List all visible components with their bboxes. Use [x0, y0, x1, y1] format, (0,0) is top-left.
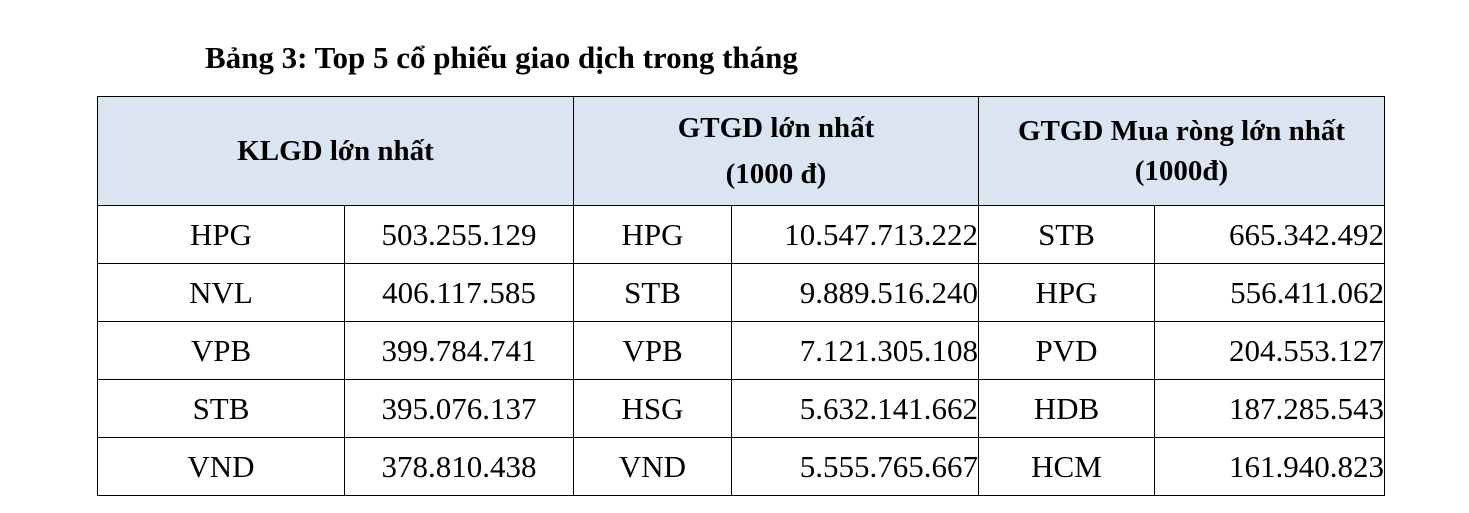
net-buy-value: 665.342.492 [1154, 205, 1385, 264]
header-gtgd: GTGD lớn nhất (1000 đ) [573, 96, 979, 206]
klgd-symbol: STB [97, 379, 345, 438]
header-gtgd-title: GTGD lớn nhất [677, 112, 875, 144]
net-buy-symbol: STB [978, 205, 1155, 264]
klgd-value: 503.255.129 [344, 205, 574, 264]
klgd-value: 406.117.585 [344, 263, 574, 322]
net-buy-symbol: HDB [978, 379, 1155, 438]
gtgd-symbol: HSG [573, 379, 732, 438]
gtgd-value: 7.121.305.108 [731, 321, 979, 380]
table-row: HPG 503.255.129 HPG 10.547.713.222 STB 6… [97, 205, 1385, 264]
table-row: NVL 406.117.585 STB 9.889.516.240 HPG 55… [97, 263, 1385, 322]
klgd-symbol: VND [97, 437, 345, 496]
klgd-value: 399.784.741 [344, 321, 574, 380]
net-buy-value: 161.940.823 [1154, 437, 1385, 496]
header-gtgd-unit: (1000 đ) [725, 158, 827, 190]
klgd-value: 395.076.137 [344, 379, 574, 438]
klgd-value: 378.810.438 [344, 437, 574, 496]
table-row: STB 395.076.137 HSG 5.632.141.662 HDB 18… [97, 379, 1385, 438]
gtgd-symbol: HPG [573, 205, 732, 264]
header-net-buy: GTGD Mua ròng lớn nhất (1000đ) [978, 96, 1385, 206]
header-klgd-title: KLGD lớn nhất [237, 135, 434, 167]
net-buy-value: 204.553.127 [1154, 321, 1385, 380]
header-net-buy-unit: (1000đ) [1134, 155, 1229, 187]
header-row: KLGD lớn nhất GTGD lớn nhất (1000 đ) GTG… [97, 96, 1385, 206]
klgd-symbol: NVL [97, 263, 345, 322]
net-buy-symbol: PVD [978, 321, 1155, 380]
table-caption: Bảng 3: Top 5 cổ phiếu giao dịch trong t… [205, 40, 798, 75]
gtgd-value: 10.547.713.222 [731, 205, 979, 264]
net-buy-symbol: HCM [978, 437, 1155, 496]
klgd-symbol: VPB [97, 321, 345, 380]
gtgd-value: 5.632.141.662 [731, 379, 979, 438]
net-buy-symbol: HPG [978, 263, 1155, 322]
klgd-symbol: HPG [97, 205, 345, 264]
header-net-buy-title: GTGD Mua ròng lớn nhất [1017, 115, 1346, 147]
gtgd-symbol: VND [573, 437, 732, 496]
header-klgd: KLGD lớn nhất [97, 96, 574, 206]
net-buy-value: 556.411.062 [1154, 263, 1385, 322]
table-row: VPB 399.784.741 VPB 7.121.305.108 PVD 20… [97, 321, 1385, 380]
gtgd-symbol: VPB [573, 321, 732, 380]
gtgd-symbol: STB [573, 263, 732, 322]
top-stocks-table: KLGD lớn nhất GTGD lớn nhất (1000 đ) GTG… [97, 96, 1385, 496]
gtgd-value: 5.555.765.667 [731, 437, 979, 496]
net-buy-value: 187.285.543 [1154, 379, 1385, 438]
gtgd-value: 9.889.516.240 [731, 263, 979, 322]
table-row: VND 378.810.438 VND 5.555.765.667 HCM 16… [97, 437, 1385, 496]
